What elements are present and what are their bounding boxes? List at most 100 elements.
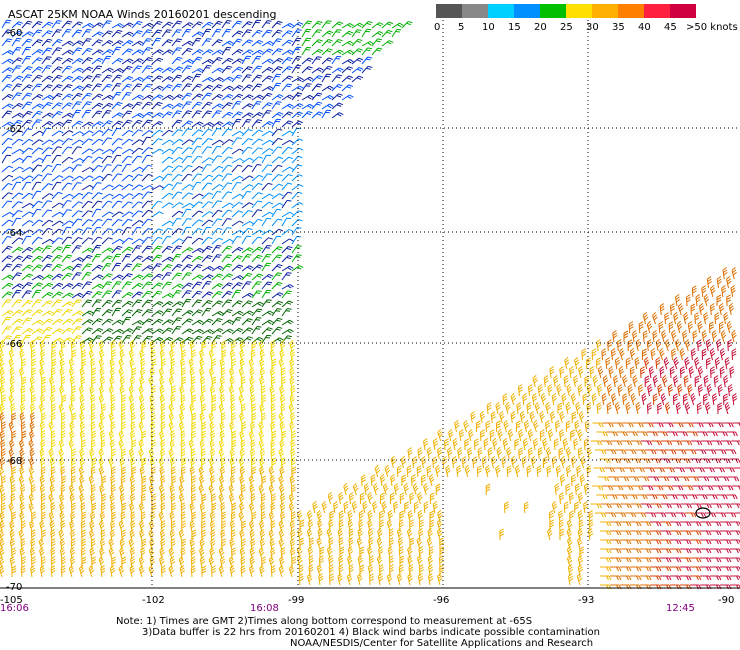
wind-barb (149, 340, 156, 353)
wind-barb (8, 348, 15, 362)
wind-barb (129, 565, 135, 578)
wind-barb (50, 394, 56, 407)
wind-barb (251, 412, 257, 424)
wind-barb (259, 456, 265, 470)
wind-barb (31, 157, 44, 164)
wind-barb (620, 566, 632, 572)
wind-barb (271, 73, 282, 83)
wind-barb (181, 282, 193, 290)
wind-barb (221, 191, 233, 200)
wind-barb (161, 165, 174, 173)
wind-barb (671, 329, 677, 343)
wind-barb (71, 263, 83, 272)
wind-barb (11, 229, 24, 236)
wind-barb (630, 548, 642, 554)
wind-barb (151, 148, 164, 155)
wind-barb (191, 219, 203, 227)
wind-barb (91, 74, 102, 83)
wind-barb (261, 237, 273, 245)
wind-barb (201, 421, 207, 434)
wind-barb (565, 401, 571, 415)
wind-barb (418, 519, 424, 532)
wind-barb (674, 512, 687, 518)
wind-barb (570, 393, 577, 406)
wind-barb (111, 164, 123, 173)
wind-barb (261, 85, 274, 92)
wind-barb (91, 22, 104, 29)
wind-barb (41, 84, 53, 92)
wind-barb (516, 402, 522, 415)
wind-barb (210, 475, 216, 488)
wind-barb (388, 555, 394, 568)
wind-barb (221, 218, 232, 227)
wind-barb (100, 529, 106, 542)
wind-barb (281, 130, 294, 137)
wind-barb (171, 191, 183, 200)
wind-barb (418, 528, 424, 541)
wind-barb (634, 512, 647, 518)
wind-barb (21, 66, 33, 74)
wind-barb (600, 530, 612, 536)
wind-barb (241, 119, 252, 128)
wind-barb (91, 93, 104, 101)
wind-barb (389, 492, 395, 505)
wind-barb (684, 338, 691, 352)
wind-barb (121, 421, 126, 434)
wind-barb (331, 67, 344, 74)
wind-barb (191, 281, 203, 290)
wind-barb (687, 384, 693, 397)
wind-barb (221, 309, 233, 317)
wind-barb (31, 255, 44, 263)
wind-barb (31, 282, 43, 290)
time-label: 12:45 (666, 603, 695, 614)
wind-barb (101, 218, 113, 227)
wind-barb (646, 431, 658, 437)
wind-barb (131, 255, 143, 263)
wind-barb (241, 265, 254, 272)
wind-barb (436, 518, 443, 532)
wind-barb (201, 255, 213, 263)
wind-barb (101, 155, 113, 164)
wind-barb (81, 47, 93, 56)
wind-barb (151, 49, 164, 56)
wind-barb (40, 439, 46, 452)
wind-barb (121, 556, 127, 569)
wind-barb (554, 483, 560, 496)
wind-barb (211, 227, 223, 236)
wind-barb (278, 447, 285, 461)
wind-barb (452, 438, 458, 451)
wind-barb (291, 265, 304, 272)
wind-barb (211, 254, 222, 263)
wind-barb (533, 419, 539, 433)
wind-barb (338, 564, 344, 577)
wind-barb (241, 292, 254, 299)
wind-barb (41, 219, 54, 227)
wind-barb (539, 410, 545, 424)
wind-barb (91, 208, 102, 218)
wind-barb (673, 375, 679, 388)
wind-barb (108, 384, 115, 398)
wind-barb (231, 340, 236, 353)
wind-barb (570, 456, 577, 469)
wind-barb (39, 565, 46, 578)
wind-barb (171, 94, 184, 101)
wind-barb (211, 265, 224, 272)
wind-barb (11, 65, 22, 74)
wind-barb (720, 575, 732, 581)
lat-lon-grid (0, 20, 740, 588)
wind-barb (91, 556, 97, 569)
wind-barb (676, 320, 683, 334)
wind-barb (390, 455, 397, 469)
wind-barb (61, 57, 74, 65)
wind-barb (21, 273, 34, 281)
wind-barb (474, 438, 479, 451)
wind-barb (220, 367, 226, 380)
wind-barb (600, 440, 613, 446)
wind-barb (79, 412, 85, 425)
wind-barb (318, 555, 324, 568)
wind-barb (191, 201, 203, 209)
wind-barb (630, 521, 642, 527)
wind-barb (129, 501, 135, 515)
wind-barb (151, 318, 164, 326)
wind-barb (578, 365, 584, 379)
